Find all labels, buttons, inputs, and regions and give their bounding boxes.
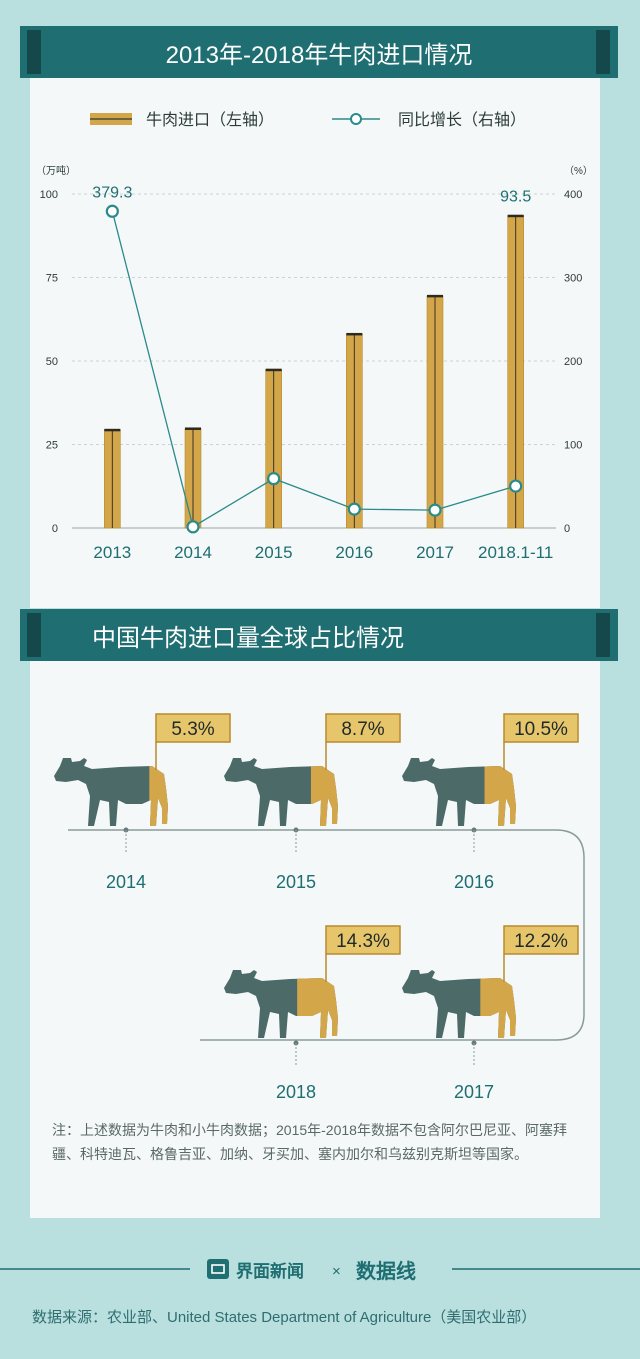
x-tick-label: 2016 <box>335 543 373 562</box>
cow-share-fill <box>297 970 338 1038</box>
bar-cap <box>104 428 121 432</box>
pct-label: 14.3% <box>336 931 390 952</box>
tag-box <box>325 713 401 743</box>
timeline-path <box>68 829 585 1041</box>
growth-marker <box>428 503 442 517</box>
growth-marker <box>186 520 200 534</box>
grid-layer <box>72 193 556 529</box>
right-tick-label: 400 <box>564 189 582 201</box>
right-tick-label: 200 <box>564 356 582 368</box>
legend-line-marker <box>350 113 362 125</box>
banner-fold-left <box>27 613 41 657</box>
cow-share-fill <box>480 970 516 1038</box>
year-label: 2015 <box>276 872 316 892</box>
right-axis-unit: （%） <box>564 165 593 177</box>
bar-cap <box>346 332 363 336</box>
growth-marker <box>267 472 281 486</box>
pct-label: 10.5% <box>514 719 568 740</box>
bar-cap <box>265 368 282 372</box>
legend-bar-label: 牛肉进口（左轴） <box>146 111 274 129</box>
growth-marker <box>105 204 119 218</box>
jiemian-logo-icon-inner <box>211 1264 225 1274</box>
x-tick-label: 2017 <box>416 543 454 562</box>
bar-cap <box>427 294 443 298</box>
data-label: 379.3 <box>92 184 132 201</box>
cow-layer: 5.3% 2014 8.7% 2015 10.5% 2016 14.3% 2018 12.2% 2… <box>54 713 579 1102</box>
chart2-title: 中国牛肉进口量全球占比情况 <box>92 624 404 652</box>
year-label: 2017 <box>454 1082 494 1102</box>
right-tick-label: 100 <box>564 440 582 452</box>
left-tick-label: 0 <box>52 523 58 535</box>
footer-partner: 数据线 <box>356 1259 416 1283</box>
x-tick-label: 2018.1-11 <box>478 543 553 562</box>
right-tick-label: 0 <box>564 523 570 535</box>
cow-share-fill <box>484 758 516 826</box>
banner-fold-right <box>596 30 610 74</box>
right-tick-label: 300 <box>564 273 582 285</box>
pct-label: 8.7% <box>341 719 384 740</box>
left-tick-label: 50 <box>46 356 58 368</box>
jiemian-logo-icon <box>207 1259 229 1279</box>
pct-label: 12.2% <box>514 931 568 952</box>
pct-label: 5.3% <box>171 719 214 740</box>
footnote: 注：上述数据为牛肉和小牛肉数据；2015年-2018年数据不包含阿尔巴尼亚、阿塞… <box>52 1122 567 1162</box>
bar-cap <box>507 214 524 218</box>
x-tick-label: 2013 <box>93 543 131 562</box>
chart1-svg: 牛肉进口（左轴） 同比增长（右轴） （万吨） （%） 0 0 25 100 50 200 7… <box>36 111 593 562</box>
x-tick-label: 2015 <box>255 543 293 562</box>
x-tick-label: 2014 <box>174 543 212 562</box>
chart1-panel <box>30 70 600 608</box>
year-label: 2014 <box>106 872 146 892</box>
footer-brand: 界面新闻 <box>236 1261 304 1281</box>
line-layer <box>105 204 523 534</box>
bar-layer <box>104 214 524 529</box>
growth-line <box>111 211 516 528</box>
legend: 牛肉进口（左轴） 同比增长（右轴） <box>90 111 526 129</box>
label-layer: 379.3 93.5 <box>92 184 531 205</box>
cow-group: 14.3% <box>224 925 401 1038</box>
tag-box <box>155 713 231 743</box>
year-label: 2016 <box>454 872 494 892</box>
left-tick-label: 75 <box>46 273 58 285</box>
cow-group: 10.5% <box>402 713 579 826</box>
footer-times: × <box>332 1263 341 1280</box>
cow-share-fill <box>310 758 338 826</box>
data-label: 93.5 <box>500 189 531 206</box>
cow-group: 12.2% <box>402 925 579 1038</box>
bar-cap <box>185 427 201 430</box>
banner-fold-right <box>596 613 610 657</box>
growth-marker <box>347 502 361 516</box>
left-axis-unit: （万吨） <box>36 164 76 177</box>
year-label: 2018 <box>276 1082 316 1102</box>
chart1-title: 2013年-2018年牛肉进口情况 <box>165 41 473 69</box>
data-source: 数据来源：农业部、United States Department of Agr… <box>32 1309 537 1326</box>
tick-layer: 0 0 25 100 50 200 75 300 100 400 2013 2014 2015 2016 2… <box>40 189 583 562</box>
banner-fold-left <box>27 30 41 74</box>
footer-brand-row: 界面新闻 × 数据线 <box>0 1259 640 1283</box>
tag-box <box>503 925 579 955</box>
tag-box <box>325 925 401 955</box>
cow-share-fill <box>149 758 168 826</box>
growth-marker <box>509 479 523 493</box>
legend-line-label: 同比增长（右轴） <box>398 111 526 129</box>
cow-group: 5.3% <box>54 713 231 826</box>
left-tick-label: 25 <box>46 440 58 452</box>
chart1-title-banner: 2013年-2018年牛肉进口情况 <box>20 26 618 78</box>
tag-box <box>503 713 579 743</box>
cow-group: 8.7% <box>224 713 401 826</box>
left-tick-label: 100 <box>40 189 58 201</box>
chart2-title-banner: 中国牛肉进口量全球占比情况 <box>20 609 618 661</box>
